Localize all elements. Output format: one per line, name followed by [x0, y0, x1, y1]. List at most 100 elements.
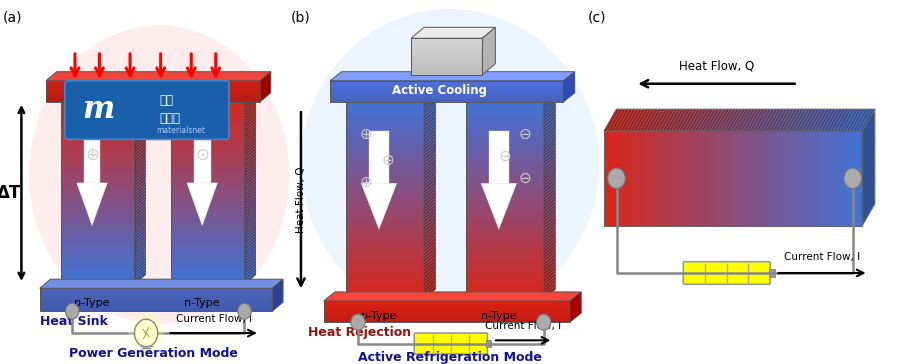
Bar: [466, 249, 544, 253]
Bar: [807, 131, 811, 226]
Bar: [785, 131, 788, 226]
Bar: [61, 153, 135, 157]
Bar: [171, 120, 245, 123]
Polygon shape: [544, 237, 555, 249]
Text: ⊕: ⊕: [359, 127, 372, 142]
Bar: [710, 131, 715, 226]
Polygon shape: [614, 109, 629, 131]
Bar: [679, 131, 682, 226]
Polygon shape: [652, 109, 668, 131]
Bar: [614, 131, 617, 226]
Text: Heat Flow, Q: Heat Flow, Q: [679, 60, 754, 73]
Polygon shape: [850, 109, 865, 131]
Polygon shape: [135, 120, 146, 132]
Circle shape: [129, 312, 164, 354]
Bar: [346, 134, 424, 138]
Bar: [346, 147, 424, 151]
Polygon shape: [544, 171, 555, 184]
Polygon shape: [424, 194, 436, 207]
Polygon shape: [245, 226, 256, 238]
Bar: [171, 217, 245, 220]
Bar: [171, 150, 245, 154]
Text: Active Cooling: Active Cooling: [392, 84, 487, 97]
Bar: [346, 269, 424, 272]
Polygon shape: [135, 223, 146, 236]
Polygon shape: [830, 109, 846, 131]
Bar: [411, 58, 482, 60]
Polygon shape: [733, 109, 749, 131]
Bar: [346, 265, 424, 269]
Bar: [40, 303, 273, 304]
Bar: [346, 275, 424, 279]
Bar: [171, 126, 245, 129]
Bar: [61, 281, 135, 284]
Circle shape: [608, 168, 625, 189]
Bar: [324, 301, 570, 302]
Polygon shape: [135, 181, 146, 193]
Bar: [171, 171, 245, 175]
Polygon shape: [424, 234, 436, 246]
Text: materialsnet: materialsnet: [156, 126, 205, 135]
Bar: [769, 131, 772, 226]
Bar: [346, 193, 424, 197]
Bar: [61, 162, 135, 166]
Bar: [411, 43, 482, 46]
Polygon shape: [135, 226, 146, 238]
Polygon shape: [544, 276, 555, 289]
Polygon shape: [544, 224, 555, 236]
Polygon shape: [424, 126, 436, 138]
Polygon shape: [466, 93, 555, 102]
Bar: [346, 121, 424, 125]
Polygon shape: [424, 162, 436, 174]
Bar: [46, 84, 260, 85]
Polygon shape: [245, 141, 256, 154]
Text: m: m: [82, 94, 114, 124]
Bar: [346, 151, 424, 154]
Bar: [346, 282, 424, 285]
Polygon shape: [245, 266, 256, 278]
Text: Active Refrigeration Mode: Active Refrigeration Mode: [358, 351, 542, 364]
Polygon shape: [604, 109, 620, 131]
Bar: [346, 226, 424, 230]
Polygon shape: [665, 109, 681, 131]
Bar: [859, 131, 863, 226]
Bar: [720, 131, 724, 226]
Bar: [171, 268, 245, 272]
Polygon shape: [836, 109, 852, 131]
Polygon shape: [424, 149, 436, 161]
Polygon shape: [544, 253, 555, 266]
Polygon shape: [756, 109, 771, 131]
Bar: [46, 93, 260, 95]
Bar: [639, 131, 644, 226]
Polygon shape: [61, 93, 146, 102]
Text: Heat Sink: Heat Sink: [40, 315, 107, 328]
Polygon shape: [135, 145, 146, 157]
Bar: [466, 115, 544, 118]
Polygon shape: [245, 120, 256, 132]
Bar: [346, 278, 424, 282]
Polygon shape: [489, 131, 508, 185]
Bar: [346, 174, 424, 177]
Text: 世界網: 世界網: [159, 111, 180, 124]
Bar: [330, 93, 563, 95]
Text: ⊕: ⊕: [382, 153, 395, 168]
Polygon shape: [171, 93, 256, 102]
Polygon shape: [707, 109, 723, 131]
Polygon shape: [544, 185, 555, 197]
Bar: [61, 265, 135, 269]
Bar: [61, 253, 135, 257]
Polygon shape: [759, 109, 775, 131]
Bar: [466, 197, 544, 200]
Bar: [46, 82, 260, 83]
Polygon shape: [788, 109, 804, 131]
Polygon shape: [40, 279, 283, 288]
Bar: [814, 131, 817, 226]
Polygon shape: [544, 145, 555, 158]
Bar: [850, 131, 853, 226]
Polygon shape: [643, 109, 659, 131]
Polygon shape: [544, 149, 555, 161]
Bar: [61, 214, 135, 217]
Bar: [46, 94, 260, 96]
Bar: [330, 94, 563, 96]
Bar: [704, 131, 707, 226]
